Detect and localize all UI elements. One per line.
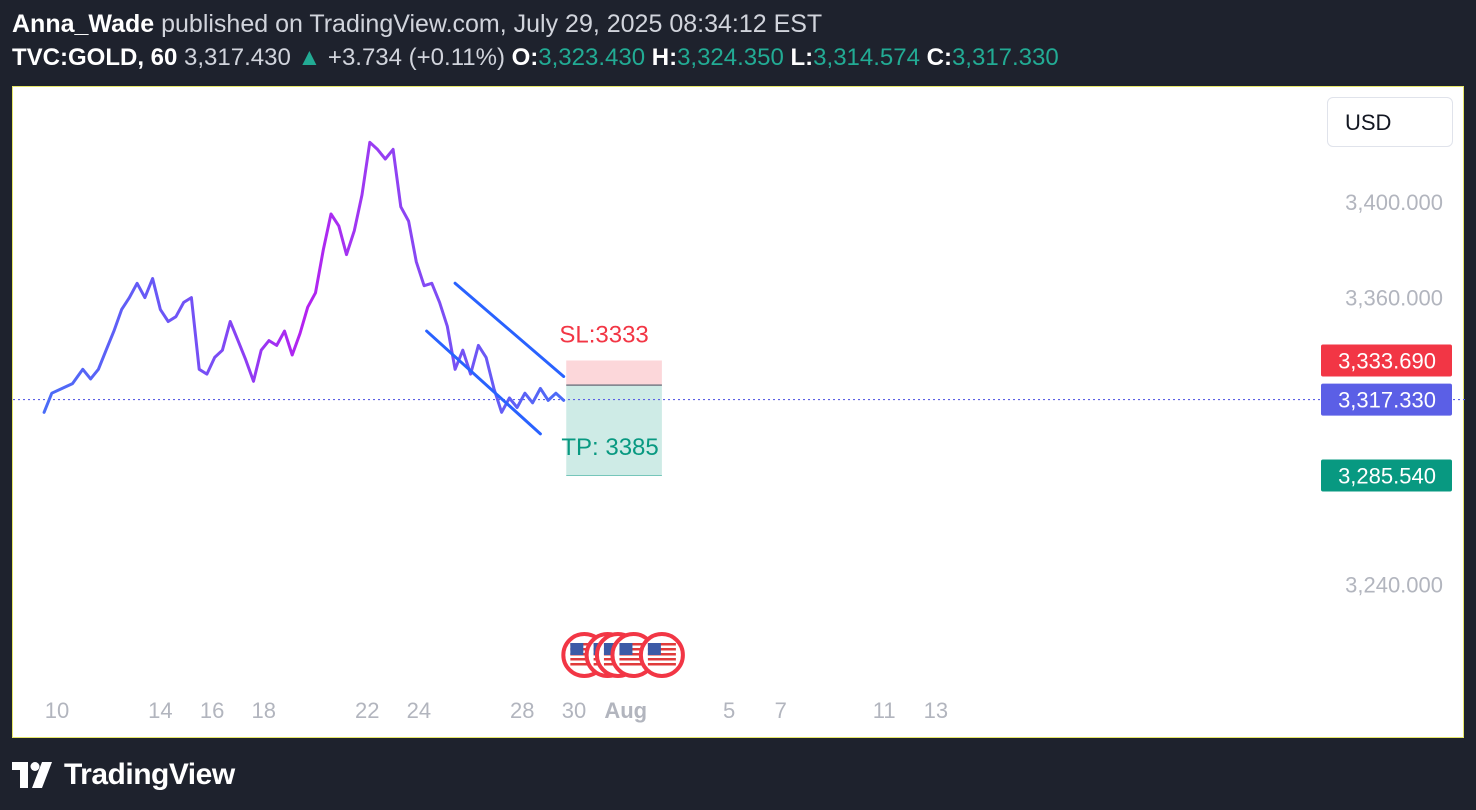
- x-tick-label: 18: [252, 698, 276, 723]
- x-tick-label: 5: [723, 698, 735, 723]
- take-profit-zone[interactable]: [566, 385, 662, 476]
- low-label: L:: [790, 44, 814, 71]
- stop-loss-label: SL:3333: [559, 321, 648, 348]
- tradingview-logo-icon: [12, 762, 52, 788]
- flag-stripe: [570, 658, 599, 661]
- flag-stripe: [647, 643, 676, 646]
- price-label: 3,333.690: [1338, 348, 1436, 373]
- flag-stripe: [647, 663, 676, 666]
- take-profit-label: TP: 3385: [561, 434, 658, 461]
- up-arrow-icon: ▲: [297, 44, 322, 71]
- x-tick-label: 10: [45, 698, 69, 723]
- flag-stripe: [619, 648, 648, 651]
- flag-canton: [647, 643, 661, 655]
- x-tick-label: 13: [924, 698, 948, 723]
- last-price: 3,317.430: [184, 44, 291, 71]
- author-name[interactable]: Anna_Wade: [12, 10, 155, 38]
- flag-stripe: [647, 648, 676, 651]
- position-tool[interactable]: SL:3333 TP: 3385: [13, 321, 1465, 477]
- price-axis[interactable]: 3,400.000 3,360.000 3,240.000 3,333.690 3,31…: [1321, 190, 1452, 597]
- flag-canton: [570, 643, 584, 655]
- price-label-box[interactable]: [1321, 459, 1452, 492]
- x-tick-label: 24: [407, 698, 431, 723]
- price-series: [42, 140, 566, 414]
- high-label: H:: [651, 44, 678, 71]
- x-tick-label: 28: [510, 698, 534, 723]
- price-label: 3,285.540: [1338, 464, 1436, 489]
- channel-lines[interactable]: [425, 281, 566, 436]
- flag-stripe: [619, 663, 648, 666]
- x-tick-label: 11: [873, 698, 896, 723]
- economic-events[interactable]: [561, 632, 685, 678]
- channel-lower-line[interactable]: [425, 329, 542, 436]
- currency-button[interactable]: USD: [1327, 97, 1453, 147]
- price-label: 3,317.330: [1338, 388, 1436, 413]
- channel-upper-line[interactable]: [453, 281, 566, 378]
- publish-line: Anna_Wade published on TradingView.com, …: [12, 8, 1464, 40]
- chart-header: Anna_Wade published on TradingView.com, …: [12, 8, 1464, 74]
- flag-stripe: [619, 643, 648, 646]
- flag-canton: [619, 643, 633, 655]
- low-value: 3,314.574: [813, 44, 920, 71]
- price-label-box[interactable]: [1321, 383, 1452, 416]
- flag-stripe: [570, 643, 599, 646]
- price-label-box[interactable]: [1321, 344, 1452, 377]
- x-tick-label: 30: [562, 698, 586, 723]
- close-value: 3,317.330: [951, 44, 1059, 71]
- flag-stripe: [619, 653, 648, 656]
- price-line: [42, 140, 566, 414]
- flag-stripe: [570, 663, 599, 666]
- flag-stripe: [570, 648, 599, 651]
- high-value: 3,324.350: [677, 44, 784, 71]
- x-tick-label: 16: [200, 698, 224, 723]
- quote-line: TVC:GOLD, 60 3,317.430 ▲ +3.734 (+0.11%)…: [12, 42, 1464, 74]
- time-axis[interactable]: 10 14 16 18 22 24 28 30 Aug 5 7 11 13: [45, 698, 948, 723]
- us-flag-icon[interactable]: [638, 632, 685, 678]
- tradingview-wordmark: TradingView: [64, 758, 235, 791]
- open-label: O:: [511, 44, 539, 71]
- open-value: 3,323.430: [538, 44, 646, 71]
- chart-area[interactable]: SL:3333 TP: 3385 3,400.000 3,360.000 3,240.…: [12, 86, 1465, 739]
- y-tick-label: 3,360.000: [1345, 286, 1443, 311]
- flag-stripe: [647, 653, 676, 656]
- y-tick-label: 3,400.000: [1345, 190, 1443, 215]
- published-text: published on TradingView.com, July 29, 2…: [161, 10, 823, 38]
- x-tick-label: 7: [775, 698, 787, 723]
- stop-loss-zone[interactable]: [566, 360, 662, 386]
- x-tick-label: 22: [355, 698, 379, 723]
- tradingview-logo[interactable]: TradingView: [12, 758, 235, 792]
- flag-stripe: [647, 658, 676, 661]
- close-label: C:: [926, 44, 952, 71]
- price-change: +3.734 (+0.11%): [327, 44, 505, 71]
- symbol-label[interactable]: TVC:GOLD, 60: [12, 44, 178, 71]
- flag-stripe: [619, 658, 648, 661]
- price-chart[interactable]: SL:3333 TP: 3385 3,400.000 3,360.000 3,240.…: [13, 87, 1465, 739]
- flag-stripe: [570, 653, 599, 656]
- x-tick-label: Aug: [604, 698, 647, 723]
- x-tick-label: 14: [148, 698, 172, 723]
- y-tick-label: 3,240.000: [1345, 572, 1443, 597]
